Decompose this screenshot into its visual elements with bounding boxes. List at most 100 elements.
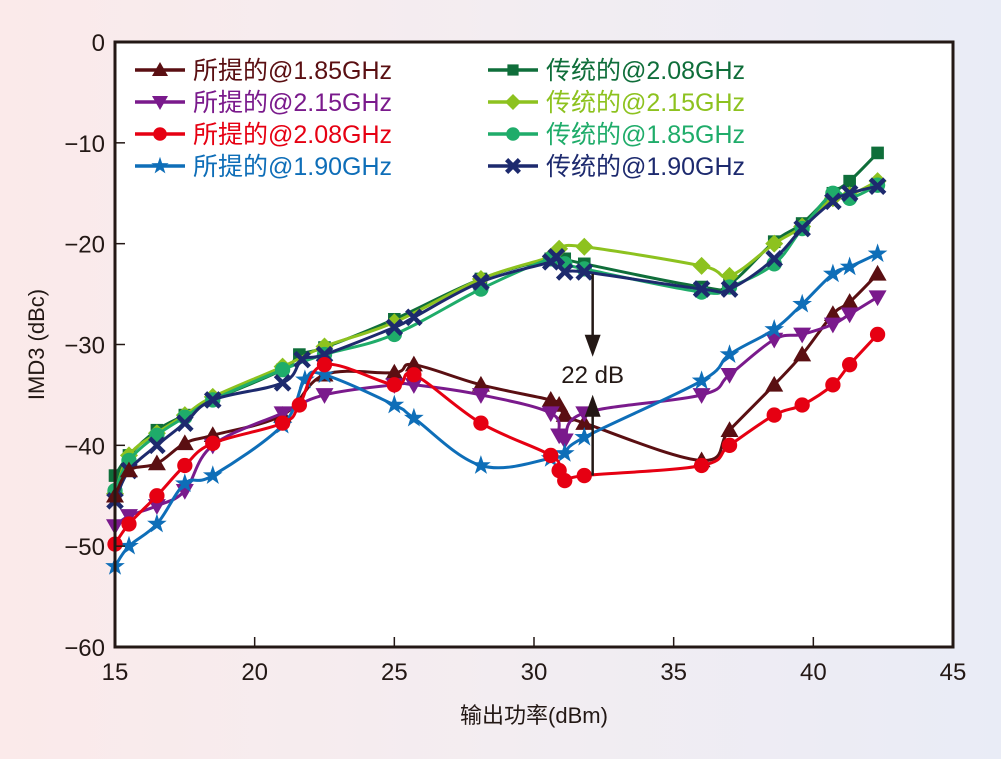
x-tick-label: 30	[521, 659, 548, 686]
x-axis-label: 输出功率(dBm)	[460, 703, 608, 728]
data-point-triangle-up	[471, 375, 490, 392]
legend: 所提的@1.85GHz 所提的@2.15GHz 所提的@2.08GHz 所提的@1.9…	[135, 57, 745, 181]
data-point-circle	[386, 377, 402, 393]
data-point-circle	[825, 377, 841, 393]
data-point-x	[203, 391, 222, 409]
data-point-x	[148, 436, 166, 455]
legend-item: 所提的@1.90GHz	[135, 153, 392, 181]
data-point-star	[691, 370, 712, 390]
data-point-x	[505, 158, 521, 174]
data-point-star	[792, 293, 812, 313]
y-tick-label: −50	[64, 534, 105, 561]
y-tick-label: −60	[64, 635, 105, 662]
data-point-triangle-up	[152, 62, 168, 76]
x-tick-label: 15	[102, 659, 129, 686]
legend-item: 传统的@1.90GHz	[488, 153, 745, 181]
data-point-triangle-down	[147, 499, 166, 515]
data-point-star	[119, 535, 139, 555]
annotation-layer: 22 dB	[561, 273, 624, 476]
data-point-star	[295, 369, 315, 389]
annotation-arrowhead-up	[584, 394, 601, 417]
data-point-star	[314, 364, 335, 384]
data-point-square	[507, 64, 519, 76]
axes: 15 20 25 30 35 40 45 0 −10 −20 −30 −40 −50 −60	[64, 30, 966, 686]
data-point-triangle-down	[152, 96, 168, 110]
data-point-square	[871, 146, 884, 160]
data-point-triangle-up	[765, 375, 784, 392]
data-point-circle	[473, 415, 489, 431]
legend-label: 所提的@1.90GHz	[193, 153, 392, 181]
data-point-triangle-up	[541, 390, 560, 407]
data-point-triangle-up	[868, 264, 887, 281]
data-point-triangle-down	[692, 388, 711, 404]
data-point-star	[175, 473, 195, 492]
data-point-circle	[869, 326, 886, 343]
data-point-x	[692, 280, 711, 298]
data-point-x	[405, 308, 423, 327]
data-point-triangle-down	[541, 406, 560, 423]
data-point-x	[720, 280, 739, 298]
data-point-triangle-up	[555, 406, 574, 422]
data-point-x	[555, 263, 574, 281]
legend-item: 传统的@2.08GHz	[488, 57, 745, 85]
data-point-diamond	[765, 234, 784, 253]
legend-item: 所提的@2.08GHz	[135, 121, 392, 149]
data-point-star	[147, 513, 167, 533]
data-point-circle	[721, 437, 738, 453]
data-point-circle	[291, 397, 308, 413]
data-point-star	[471, 455, 491, 474]
data-point-circle	[506, 127, 520, 141]
x-tick-label: 20	[241, 659, 268, 686]
data-point-star	[202, 465, 223, 484]
x-tick-label: 25	[381, 659, 408, 686]
legend-item: 所提的@1.85GHz	[135, 57, 392, 85]
data-point-x	[840, 184, 859, 203]
data-point-star	[764, 319, 785, 338]
data-point-triangle-down	[840, 307, 859, 324]
legend-label: 传统的@1.90GHz	[546, 153, 745, 181]
data-point-circle	[274, 415, 291, 431]
data-point-triangle-up	[119, 461, 138, 478]
data-point-square	[843, 174, 856, 188]
data-point-circle	[121, 516, 137, 532]
data-point-triangle-down	[273, 406, 292, 423]
data-point-star	[574, 426, 595, 446]
data-point-triangle-down	[555, 433, 574, 450]
data-point-star	[823, 263, 843, 283]
data-point-triangle-down	[315, 388, 334, 404]
data-point-x	[472, 273, 490, 291]
data-point-x	[547, 247, 566, 266]
data-point-x	[824, 192, 842, 211]
data-point-x	[293, 350, 311, 369]
data-point-circle	[316, 357, 333, 373]
data-point-triangle-up	[175, 434, 194, 451]
data-point-circle	[406, 367, 422, 383]
legend-label: 传统的@2.15GHz	[546, 89, 745, 117]
data-point-diamond	[575, 237, 594, 256]
data-point-triangle-down	[471, 388, 490, 404]
data-point-star	[404, 407, 424, 427]
data-point-circle	[557, 472, 573, 489]
data-point-x	[868, 177, 887, 195]
data-point-circle	[543, 447, 559, 464]
data-point-circle	[841, 357, 858, 373]
data-point-triangle-down	[868, 290, 887, 307]
series-line	[113, 184, 878, 502]
annotation-arrowhead-down	[584, 334, 601, 357]
y-tick-label: −20	[64, 232, 105, 259]
data-point-circle	[153, 127, 167, 141]
series-line	[113, 333, 879, 545]
data-point-circle	[766, 407, 782, 423]
data-point-circle	[693, 457, 710, 474]
data-point-triangle-up	[385, 363, 404, 380]
data-point-circle	[177, 457, 193, 474]
data-point-star	[554, 443, 575, 462]
data-point-triangle-up	[720, 421, 739, 437]
data-point-triangle-down	[793, 327, 812, 344]
data-point-star	[719, 344, 740, 363]
data-point-triangle-up	[823, 305, 842, 321]
legend-item: 所提的@2.15GHz	[135, 89, 392, 117]
data-point-triangle-up	[147, 454, 166, 471]
data-point-x	[176, 414, 194, 432]
